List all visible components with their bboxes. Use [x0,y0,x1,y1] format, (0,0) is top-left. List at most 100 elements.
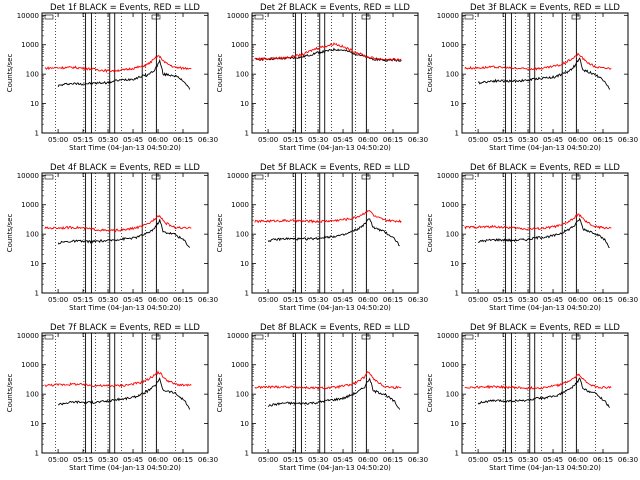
x-tick-label: 05:30 [98,456,118,464]
y-axis-label: Counts/sec [216,54,224,93]
panel-title: Det 4f BLACK = Events, RED = LLD [50,163,200,173]
x-axis-label: Start Time (04-Jan-13 04:50:20) [489,144,601,152]
y-tick-label: 10 [450,260,459,268]
panel-det1f: Det 1f BLACK = Events, RED = LLD 1 10 100 10… [6,3,218,152]
x-tick-label: 05:15 [493,456,513,464]
x-tick-label: 05:00 [48,136,68,144]
x-tick-label: 05:15 [283,136,303,144]
x-tick-label: 06:30 [408,296,428,304]
x-tick-label: 05:30 [518,296,538,304]
lld-series-line [464,213,612,231]
x-tick-label: 06:30 [198,456,218,464]
y-tick-label: 1000 [21,361,39,369]
plot-frame [251,332,419,454]
x-tick-label: 05:15 [73,456,93,464]
panel-title: Det 1f BLACK = Events, RED = LLD [50,3,200,13]
y-tick-label: 100 [446,391,459,399]
events-series-line [477,377,611,408]
x-tick-label: 05:00 [258,296,278,304]
y-tick-label: 10 [30,260,39,268]
x-axis-label: Start Time (04-Jan-13 04:50:20) [489,304,601,312]
plot-frame [251,172,419,294]
panel-det4f: Det 4f BLACK = Events, RED = LLD 1 10 100 10… [6,163,218,312]
panel-title: Det 6f BLACK = Events, RED = LLD [470,163,620,173]
events-series-line [477,217,610,249]
x-tick-label: 06:15 [173,456,193,464]
plot-frame [41,12,209,134]
x-tick-label: 06:15 [593,296,613,304]
y-tick-label: 100 [26,231,39,239]
x-tick-label: 06:30 [618,456,638,464]
y-tick-label: 10000 [437,332,459,340]
x-tick-label: 05:15 [73,296,93,304]
panel-det5f: Det 5f BLACK = Events, RED = LLD 1 10 100 10… [216,163,428,312]
corner-box [464,14,474,20]
y-tick-label: 1 [35,130,39,138]
x-tick-label: 06:00 [568,136,588,144]
x-tick-label: 06:00 [358,136,378,144]
corner-box [254,334,264,340]
x-tick-label: 05:45 [333,296,353,304]
y-tick-label: 1 [245,130,249,138]
panel-det7f: Det 7f BLACK = Events, RED = LLD 1 10 100 10… [6,323,218,472]
plot-frame [461,172,629,294]
y-tick-label: 10 [30,420,39,428]
corner-box [464,174,474,180]
x-tick-label: 06:15 [383,296,403,304]
y-tick-label: 10 [240,420,249,428]
events-series-line [57,219,191,248]
y-axis-label: Counts/sec [426,214,434,253]
y-tick-label: 10 [240,100,249,108]
x-tick-label: 05:15 [493,296,513,304]
x-tick-label: 06:15 [383,456,403,464]
x-tick-label: 05:30 [308,456,328,464]
x-axis-label: Start Time (04-Jan-13 04:50:20) [69,464,181,472]
y-axis-label: Counts/sec [426,374,434,413]
x-axis-label: Start Time (04-Jan-13 04:50:20) [69,144,181,152]
x-axis-label: Start Time (04-Jan-13 04:50:20) [279,144,391,152]
y-tick-label: 10000 [437,12,459,20]
y-tick-label: 10000 [17,332,39,340]
panel-det2f: Det 2f BLACK = Events, RED = LLD 1 10 100 10… [216,3,428,152]
y-tick-label: 100 [26,391,39,399]
lld-series-line [464,52,612,71]
events-series-line [57,377,191,410]
panel-title: Det 3f BLACK = Events, RED = LLD [470,3,620,13]
y-tick-label: 1000 [21,41,39,49]
y-tick-label: 1000 [231,201,249,209]
corner-box [464,334,474,340]
plot-frame [41,332,209,454]
y-tick-label: 10 [450,420,459,428]
events-series-line [477,57,611,90]
lld-series-line [254,42,402,62]
x-tick-label: 06:00 [148,456,168,464]
events-series-line [57,58,191,90]
x-tick-label: 05:00 [258,136,278,144]
plot-frame [251,12,419,134]
x-tick-label: 05:00 [468,456,488,464]
y-tick-label: 100 [236,71,249,79]
y-tick-label: 1 [245,450,249,458]
y-tick-label: 100 [446,71,459,79]
x-axis-label: Start Time (04-Jan-13 04:50:20) [279,464,391,472]
x-tick-label: 05:45 [333,456,353,464]
y-tick-label: 100 [26,71,39,79]
panel-det9f: Det 9f BLACK = Events, RED = LLD 1 10 100 10… [426,323,638,472]
y-tick-label: 1 [35,290,39,298]
lld-series-line [464,373,612,390]
lld-series-line [44,55,192,73]
y-tick-label: 10000 [227,332,249,340]
x-tick-label: 05:00 [468,136,488,144]
y-tick-label: 1 [245,290,249,298]
y-tick-label: 10 [30,100,39,108]
x-tick-label: 06:15 [593,456,613,464]
corner-box [44,14,54,20]
y-axis-label: Counts/sec [216,214,224,253]
x-tick-label: 06:15 [593,136,613,144]
y-tick-label: 1000 [231,41,249,49]
x-tick-label: 05:30 [98,136,118,144]
x-tick-label: 05:30 [518,456,538,464]
x-tick-label: 06:30 [198,296,218,304]
y-tick-label: 10000 [17,172,39,180]
x-tick-label: 05:45 [333,136,353,144]
